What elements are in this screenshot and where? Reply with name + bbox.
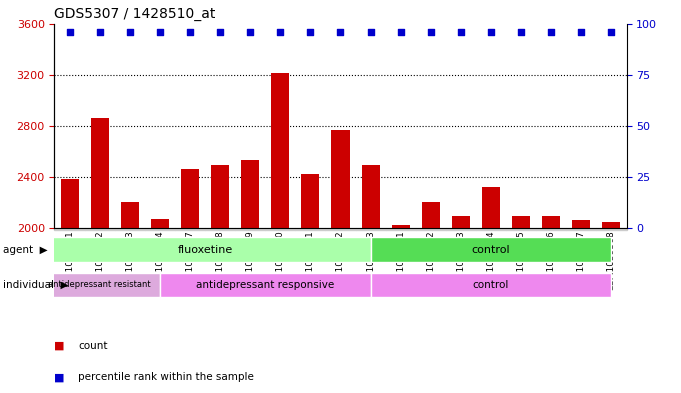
Point <box>215 29 225 35</box>
Point <box>94 29 105 35</box>
Point <box>275 29 286 35</box>
Point <box>486 29 496 35</box>
Bar <box>567 228 597 230</box>
Point <box>456 29 466 35</box>
Point <box>545 29 556 35</box>
Bar <box>175 228 205 230</box>
Point <box>426 29 437 35</box>
Point <box>244 29 255 35</box>
Bar <box>332 130 349 228</box>
Point <box>155 29 165 35</box>
Point <box>335 29 346 35</box>
Bar <box>91 118 109 228</box>
Bar <box>84 228 114 230</box>
Text: count: count <box>78 341 108 351</box>
Bar <box>151 219 169 228</box>
Bar <box>392 225 410 228</box>
Bar <box>61 179 78 228</box>
Bar <box>211 165 229 228</box>
Point <box>606 29 617 35</box>
Text: GDS5307 / 1428510_at: GDS5307 / 1428510_at <box>54 7 216 21</box>
Bar <box>181 169 199 228</box>
Text: control: control <box>472 244 510 255</box>
Bar <box>205 228 235 230</box>
FancyBboxPatch shape <box>39 273 160 297</box>
Bar <box>476 228 506 230</box>
Point <box>365 29 376 35</box>
Bar <box>241 160 259 228</box>
FancyBboxPatch shape <box>370 237 612 262</box>
Bar <box>452 217 470 228</box>
Point <box>185 29 195 35</box>
Bar <box>296 228 326 230</box>
FancyBboxPatch shape <box>160 273 370 297</box>
Bar <box>416 228 446 230</box>
Point <box>64 29 75 35</box>
Bar <box>572 220 590 228</box>
Bar <box>235 228 265 230</box>
Bar <box>542 217 560 228</box>
Bar <box>145 228 175 230</box>
Text: antidepressant resistant: antidepressant resistant <box>48 281 151 289</box>
Bar <box>482 187 500 228</box>
Bar <box>302 174 319 228</box>
Text: control: control <box>473 280 509 290</box>
Bar <box>512 217 530 228</box>
Bar <box>385 228 416 230</box>
Bar <box>355 228 385 230</box>
Bar <box>121 202 139 228</box>
Bar <box>271 73 289 228</box>
Bar <box>506 228 536 230</box>
Bar <box>114 228 145 230</box>
Point <box>125 29 136 35</box>
Text: ■: ■ <box>54 372 65 382</box>
Bar <box>362 165 379 228</box>
FancyBboxPatch shape <box>370 273 612 297</box>
Bar <box>326 228 355 230</box>
Text: agent  ▶: agent ▶ <box>3 244 48 255</box>
Text: ■: ■ <box>54 341 65 351</box>
Bar <box>603 222 620 228</box>
Bar <box>597 228 627 230</box>
Point <box>305 29 316 35</box>
Bar <box>536 228 567 230</box>
FancyBboxPatch shape <box>39 237 370 262</box>
Text: percentile rank within the sample: percentile rank within the sample <box>78 372 254 382</box>
Bar <box>422 202 440 228</box>
Point <box>516 29 526 35</box>
Point <box>395 29 406 35</box>
Text: antidepressant responsive: antidepressant responsive <box>196 280 334 290</box>
Text: fluoxetine: fluoxetine <box>177 244 233 255</box>
Bar <box>54 228 84 230</box>
Bar <box>446 228 476 230</box>
Text: individual  ▶: individual ▶ <box>3 280 69 290</box>
Point <box>576 29 587 35</box>
Bar <box>265 228 296 230</box>
